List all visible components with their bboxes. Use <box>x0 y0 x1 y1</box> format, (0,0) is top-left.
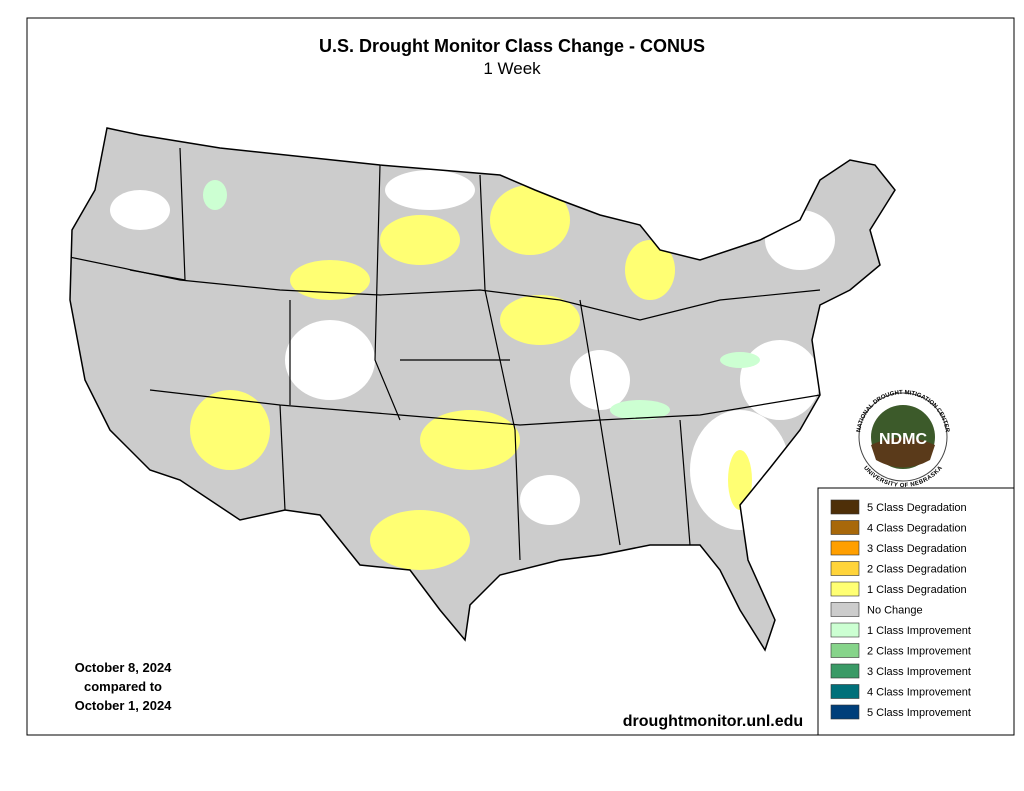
legend-label: 4 Class Improvement <box>867 687 971 699</box>
border <box>579 299 621 546</box>
change-regions <box>70 147 835 570</box>
region <box>190 390 270 470</box>
region <box>610 400 670 420</box>
legend-swatch <box>830 663 860 679</box>
logo-name: NDMC <box>879 431 927 448</box>
subtitle: 1 Week <box>483 59 541 78</box>
legend: 5 Class Degradation 4 Class Degradation 3 … <box>830 499 971 720</box>
border <box>70 254 821 321</box>
region <box>110 190 170 230</box>
legend-label: 2 Class Improvement <box>867 646 971 658</box>
legend-label: 5 Class Improvement <box>867 707 971 719</box>
date-line: October 8, 2024 <box>75 660 173 675</box>
region <box>625 240 675 300</box>
legend-label: 5 Class Degradation <box>867 502 967 514</box>
legend-swatch <box>830 540 860 556</box>
legend-label: No Change <box>867 605 923 617</box>
border <box>679 419 691 546</box>
legend-label: 3 Class Degradation <box>867 543 967 555</box>
state-borders <box>70 147 821 561</box>
legend-swatch <box>830 704 860 720</box>
date-line: October 1, 2024 <box>75 698 173 713</box>
date-block: October 8, 2024 compared to October 1, 202… <box>75 660 173 713</box>
region <box>570 350 630 410</box>
region <box>728 450 752 510</box>
region <box>203 180 227 210</box>
region <box>385 170 475 210</box>
legend-swatch <box>830 561 860 576</box>
logo-land <box>871 437 935 468</box>
ndmc-logo: NDMC NATIONAL DROUGHT MITIGATION CENTER … <box>856 390 950 489</box>
region <box>285 320 375 400</box>
region <box>370 510 470 570</box>
border <box>279 404 286 511</box>
legend-swatch <box>830 643 860 658</box>
source-url: droughtmonitor.unl.edu <box>623 713 803 730</box>
legend-label: 2 Class Degradation <box>867 564 967 576</box>
region <box>420 410 520 470</box>
legend-swatch <box>830 499 860 515</box>
title: U.S. Drought Monitor Class Change - CONU… <box>319 36 705 56</box>
legend-swatch <box>830 520 860 535</box>
legend-label: 4 Class Degradation <box>867 523 967 535</box>
region <box>500 295 580 345</box>
region <box>490 185 570 255</box>
legend-label: 1 Class Improvement <box>867 625 971 637</box>
legend-swatch <box>830 602 860 617</box>
region <box>380 215 460 265</box>
region <box>520 475 580 525</box>
border <box>129 147 186 281</box>
border <box>374 164 401 421</box>
legend-swatch <box>830 622 860 638</box>
legend-swatch <box>830 684 860 699</box>
region <box>720 352 760 368</box>
legend-label: 3 Class Improvement <box>867 666 971 678</box>
legend-label: 1 Class Degradation <box>867 584 967 596</box>
region <box>290 260 370 300</box>
region <box>740 340 820 420</box>
legend-swatch <box>830 581 860 597</box>
date-line: compared to <box>84 679 162 694</box>
